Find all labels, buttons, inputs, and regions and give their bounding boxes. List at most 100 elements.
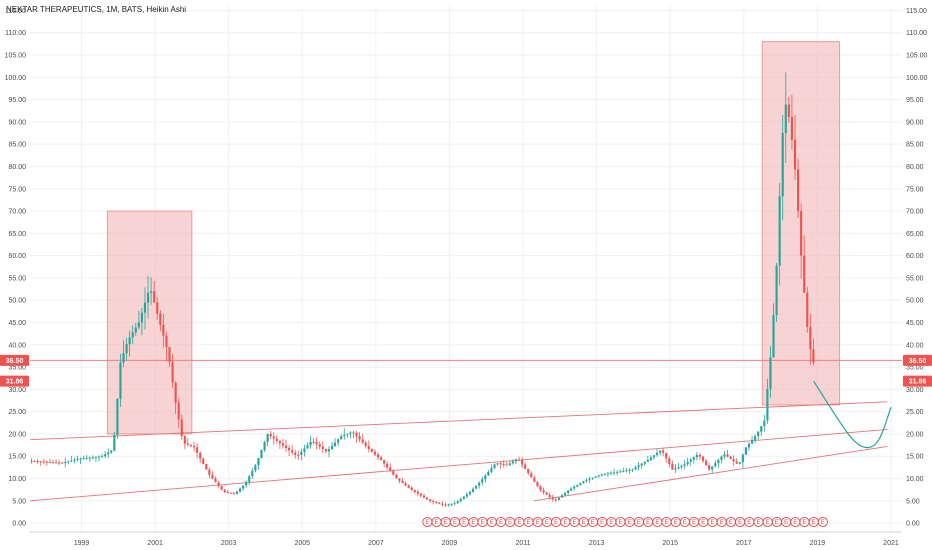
candle-body (502, 463, 505, 465)
earnings-marker[interactable]: E (606, 516, 617, 528)
earnings-label: E (554, 520, 558, 526)
earnings-marker[interactable]: E (532, 516, 543, 528)
earnings-marker[interactable]: E (541, 516, 552, 528)
earnings-marker[interactable]: E (597, 516, 608, 528)
earnings-marker[interactable]: E (781, 516, 792, 528)
candle-body (355, 433, 358, 437)
y-tick-label-left: 75.00 (8, 186, 26, 193)
candle-body (94, 456, 97, 458)
candle-body (708, 465, 711, 470)
chart-title: NEKTAR THERAPEUTICS, 1M, BATS, Heikin As… (6, 5, 186, 14)
x-tick-label: 2001 (147, 540, 163, 547)
candle-body (165, 335, 168, 348)
candle-body (600, 474, 603, 476)
earnings-marker[interactable]: E (771, 516, 782, 528)
candle-body (85, 457, 88, 459)
candle-body (73, 459, 76, 461)
candle-body (481, 479, 484, 483)
candle-body (432, 500, 435, 502)
candle-body (223, 489, 226, 493)
earnings-marker[interactable]: E (725, 516, 736, 528)
candle-body (747, 443, 751, 448)
earnings-marker[interactable]: E (753, 516, 764, 528)
candle-body (294, 452, 297, 455)
earnings-marker[interactable]: E (689, 516, 700, 528)
earnings-label: E (435, 520, 439, 526)
candle-body (812, 349, 815, 363)
earnings-marker[interactable]: E (643, 516, 654, 528)
candle-body (741, 454, 744, 463)
earnings-marker[interactable]: E (762, 516, 773, 528)
earnings-label: E (655, 520, 659, 526)
candle-body (527, 468, 530, 474)
earnings-marker[interactable]: E (505, 516, 516, 528)
candle-body (143, 302, 147, 313)
earnings-marker[interactable]: E (652, 516, 663, 528)
earnings-marker[interactable]: E (707, 516, 718, 528)
earnings-marker[interactable]: E (560, 516, 571, 528)
earnings-marker[interactable]: E (468, 516, 479, 528)
earnings-marker[interactable]: E (790, 516, 801, 528)
candle-body (514, 459, 518, 462)
earnings-marker[interactable]: E (578, 516, 589, 528)
candle-body (738, 462, 741, 464)
earnings-marker[interactable]: E (551, 516, 562, 528)
earnings-marker[interactable]: E (661, 516, 672, 528)
earnings-marker[interactable]: E (422, 516, 433, 528)
earnings-marker[interactable]: E (799, 516, 810, 528)
earnings-marker[interactable]: E (440, 516, 451, 528)
earnings-marker[interactable]: E (587, 516, 598, 528)
earnings-marker[interactable]: E (817, 516, 828, 528)
earnings-label: E (517, 520, 521, 526)
earnings-marker[interactable]: E (735, 516, 746, 528)
candle-body (671, 464, 674, 470)
candle-body (496, 463, 499, 465)
candle-body (404, 483, 407, 486)
earnings-marker[interactable]: E (624, 516, 635, 528)
earnings-marker[interactable]: E (569, 516, 580, 528)
earnings-marker[interactable]: E (698, 516, 709, 528)
earnings-marker[interactable]: E (495, 516, 507, 528)
earnings-marker[interactable]: E (431, 516, 442, 528)
earnings-marker[interactable]: E (523, 516, 534, 528)
earnings-marker[interactable]: E (615, 516, 626, 528)
candle-body (686, 461, 689, 465)
candle-body (343, 434, 346, 437)
candle-body (386, 463, 389, 468)
candle-body (462, 496, 465, 499)
earnings-marker[interactable]: E (486, 516, 497, 528)
price-badge-right: 31.86 (903, 375, 932, 387)
earnings-marker[interactable]: E (808, 516, 819, 528)
earnings-label: E (683, 520, 687, 526)
earnings-marker[interactable]: E (477, 516, 488, 528)
candle-body (456, 501, 459, 504)
candle-body (407, 485, 410, 488)
price-badge-bg (903, 375, 932, 387)
earnings-marker[interactable]: E (633, 516, 644, 528)
candle-body (379, 457, 383, 461)
candles (30, 72, 815, 507)
earnings-marker[interactable]: E (449, 516, 461, 528)
candle-body (701, 456, 705, 461)
y-tick-label-left: 55.00 (8, 275, 26, 282)
candle-body (729, 456, 732, 460)
candle-body (389, 467, 392, 472)
candle-body (327, 449, 331, 452)
earnings-marker[interactable]: E (459, 516, 470, 528)
earnings-marker[interactable]: E (744, 516, 755, 528)
candle-body (459, 498, 462, 502)
earnings-marker[interactable]: E (679, 516, 690, 528)
candle-body (220, 485, 223, 490)
candle-body (134, 327, 137, 333)
candle-body (548, 494, 551, 498)
earnings-marker[interactable]: E (716, 516, 727, 528)
candle-body (361, 439, 364, 443)
candle-body (603, 473, 606, 475)
candle-body (192, 446, 196, 448)
earnings-marker[interactable]: E (514, 516, 525, 528)
earnings-marker[interactable]: E (670, 516, 681, 528)
trend-line (29, 429, 888, 502)
